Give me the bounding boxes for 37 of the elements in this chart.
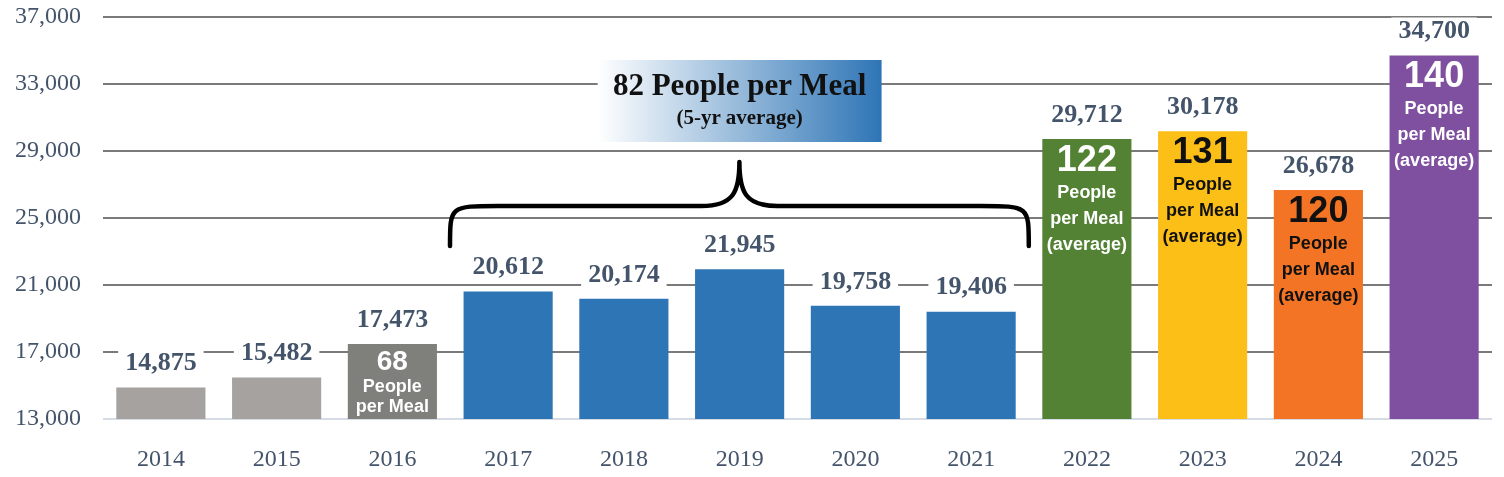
data-label: 14,875 — [125, 347, 197, 377]
y-tick-label: 25,000 — [15, 203, 81, 230]
x-tick-label: 2016 — [368, 444, 417, 471]
data-label: 21,945 — [703, 228, 776, 258]
y-tick-label: 33,000 — [15, 69, 81, 96]
y-tick-label: 21,000 — [15, 270, 81, 297]
x-tick-label: 2015 — [252, 444, 301, 471]
data-label: 20,174 — [588, 258, 660, 288]
x-tick-label: 2021 — [947, 444, 996, 471]
annotation: 131 People per Meal (average) — [1162, 130, 1243, 247]
x-tick-label: 2017 — [484, 444, 533, 471]
data-label: 30,178 — [1166, 90, 1239, 120]
y-tick-label: 13,000 — [15, 404, 81, 431]
x-tick-label: 2020 — [831, 444, 880, 471]
y-tick-label: 29,000 — [15, 136, 81, 163]
data-label: 17,473 — [356, 303, 429, 333]
x-tick-label: 2019 — [715, 444, 764, 471]
annotation: 140 People per Meal (average) — [1394, 54, 1475, 171]
x-tick-label: 2023 — [1178, 444, 1227, 471]
annotation: 120 People per Meal (average) — [1278, 188, 1359, 305]
y-tick-label: 37,000 — [15, 2, 81, 29]
data-label: 26,678 — [1282, 149, 1355, 179]
data-label: 19,758 — [819, 265, 892, 295]
x-tick-label: 2022 — [1062, 444, 1111, 471]
data-label: 34,700 — [1398, 15, 1470, 45]
data-label: 19,406 — [935, 271, 1007, 301]
annotation: 122 People per Meal (average) — [1046, 138, 1127, 255]
x-tick-label: 2014 — [136, 444, 185, 471]
data-label: 15,482 — [240, 337, 313, 367]
x-tick-label: 2018 — [599, 444, 648, 471]
annotation: 68 People per Meal — [355, 344, 429, 416]
x-tick-label: 2024 — [1294, 444, 1343, 471]
data-label: 20,612 — [472, 251, 544, 281]
x-tick-label: 2025 — [1410, 444, 1459, 471]
y-tick-label: 17,000 — [15, 337, 81, 364]
annotation: 82 People per Meal (5-yr average) — [612, 67, 867, 130]
data-label: 29,712 — [1051, 98, 1123, 128]
